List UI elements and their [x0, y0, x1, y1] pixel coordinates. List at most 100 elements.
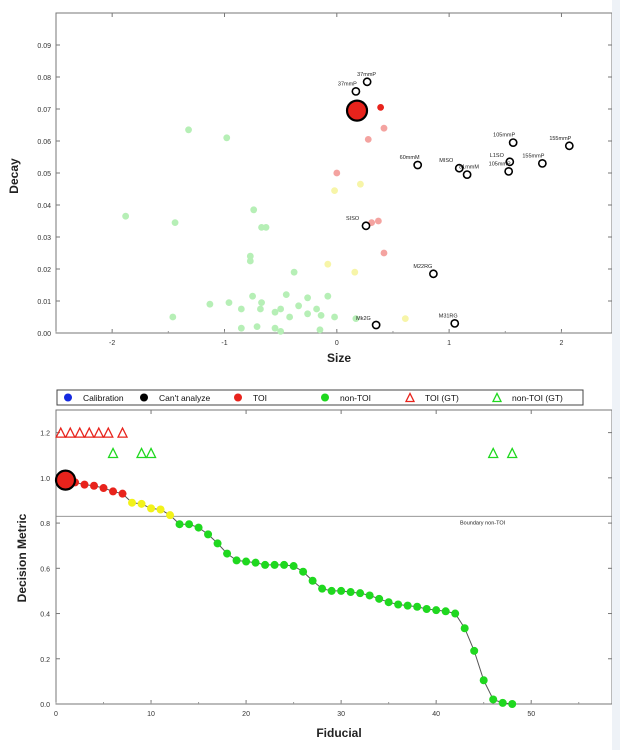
point-nontoi_light [250, 206, 258, 214]
decision-point-nontoi [242, 557, 251, 566]
point-label: 105mmP [489, 161, 511, 167]
x-axis-label: Fiducial [316, 726, 361, 740]
point-label: MISO [439, 158, 454, 164]
hollow-point [508, 138, 518, 147]
point-yellow_light [324, 260, 332, 268]
point-label: L1SO [490, 153, 505, 159]
scatter-chart: 0.00 0.01 0.02 0.03 0.04 0.05 0.06 0.07 0.08 0.09… [7, 12, 612, 365]
gt-nontoi-triangle [145, 447, 157, 459]
hollow-point [454, 163, 464, 173]
decision-point-nontoi [356, 589, 365, 598]
decision-point-yellow [147, 504, 156, 513]
x-tick-label: 30 [337, 711, 345, 718]
x-tick-label: 2 [560, 340, 564, 347]
point-nontoi_light [257, 305, 264, 313]
x-tick-label: 20 [242, 711, 250, 718]
point-nontoi_light [262, 224, 270, 231]
point-nontoi_light [295, 302, 303, 310]
hollow-point [351, 87, 361, 96]
decision-point-nontoi [318, 584, 327, 593]
point-nontoi_light [317, 312, 325, 319]
decision-point-nontoi [375, 594, 384, 603]
point-nontoi_light [304, 310, 312, 318]
x-axis-label: Size [327, 351, 351, 365]
legend-dot-toi [234, 393, 242, 402]
gt-toi-triangle [64, 426, 76, 438]
point-label: 81mmM [459, 165, 479, 171]
point-nontoi_light [169, 313, 177, 321]
decision-point-nontoi [432, 606, 441, 615]
hollow-point [429, 269, 438, 279]
decision-point-nontoi [365, 591, 374, 600]
decision-point-nontoi [384, 598, 393, 607]
decision-point-yellow [156, 505, 165, 514]
decision-point-nontoi [346, 588, 355, 597]
decision-point-yellow [137, 499, 146, 508]
hollow-point [537, 158, 547, 168]
x-tick-label: 0 [335, 340, 339, 347]
decision-point-nontoi [261, 560, 270, 569]
point-label: 37mmP [338, 81, 357, 87]
y-tick-label: 0.00 [37, 331, 51, 338]
decision-point-nontoi [460, 624, 469, 633]
point-nontoi_light [282, 291, 290, 298]
x-tick-label: 10 [147, 711, 155, 718]
decision-point-nontoi [270, 560, 279, 569]
boundary-line: Boundary non-TOI [56, 515, 612, 526]
y-tick-label: 0.01 [37, 299, 51, 306]
decision-point-nontoi [213, 539, 222, 548]
decision-point-nontoi [508, 700, 517, 708]
hollow-point [564, 141, 574, 151]
point-nontoi_light [237, 324, 245, 332]
point-nontoi_light [271, 324, 279, 332]
decision-point-nontoi [337, 586, 346, 595]
point-nontoi_light [171, 219, 179, 227]
gt-toi-triangle [116, 426, 129, 438]
point-label: Mk2G [356, 316, 371, 322]
legend-dot-nontoi [321, 393, 329, 402]
y-axis: 0.0 0.2 0.4 0.6 0.8 1.0 1.2 [40, 431, 612, 709]
point-toi_light [380, 249, 388, 257]
y-tick-label: 0.8 [40, 521, 50, 528]
point-nontoi_light [258, 299, 265, 306]
y-tick-label: 0.04 [37, 203, 51, 210]
point-nontoi_light [225, 299, 233, 306]
x-tick-label: -2 [109, 340, 115, 347]
hollow-point [371, 320, 381, 330]
decision-point-yellow [128, 498, 137, 507]
gt-nontoi-triangle [506, 447, 518, 459]
decision-point-nontoi [498, 698, 507, 707]
point-label: 37mmP [357, 72, 376, 78]
legend-triangle-nontoi [491, 392, 503, 403]
decision-point-nontoi [308, 576, 317, 585]
point-label: 155mmP [549, 136, 571, 142]
point-nontoi_light [286, 313, 294, 321]
y-tick-label: 0.05 [37, 171, 51, 178]
decision-point-toi [80, 480, 89, 489]
gt-nontoi-triangle [487, 447, 499, 459]
legend-label: non-TOI [340, 393, 371, 403]
decision-point-nontoi [403, 601, 412, 610]
legend-dot-cant_analyze [140, 393, 148, 402]
x-tick-label: 40 [432, 711, 440, 718]
ground-truth-markers [55, 426, 518, 459]
scatter-points [122, 77, 574, 335]
gt-toi-triangle [55, 426, 67, 438]
decision-point-nontoi [194, 523, 203, 532]
x-tick-label: 0 [54, 711, 58, 718]
point-label: M31RG [439, 313, 458, 319]
y-axis: 0.00 0.01 0.02 0.03 0.04 0.05 0.06 0.07 0.08 0.09 [37, 43, 612, 338]
legend-items: Calibration Can't analyze TOI non-TOI TOI (G… [64, 392, 563, 403]
y-axis-label: Decay [7, 158, 21, 194]
y-tick-label: 0.08 [37, 75, 51, 82]
point-nontoi_light [206, 300, 214, 308]
y-tick-label: 0.4 [40, 612, 50, 619]
decision-point-nontoi [394, 600, 403, 609]
decision-point-toi [118, 489, 127, 498]
hollow-point [505, 157, 515, 167]
point-label: 60mmM [400, 155, 420, 161]
point-nontoi_light [253, 323, 261, 330]
point-label: 105mmP [493, 133, 515, 139]
decision-point-nontoi [185, 520, 194, 529]
